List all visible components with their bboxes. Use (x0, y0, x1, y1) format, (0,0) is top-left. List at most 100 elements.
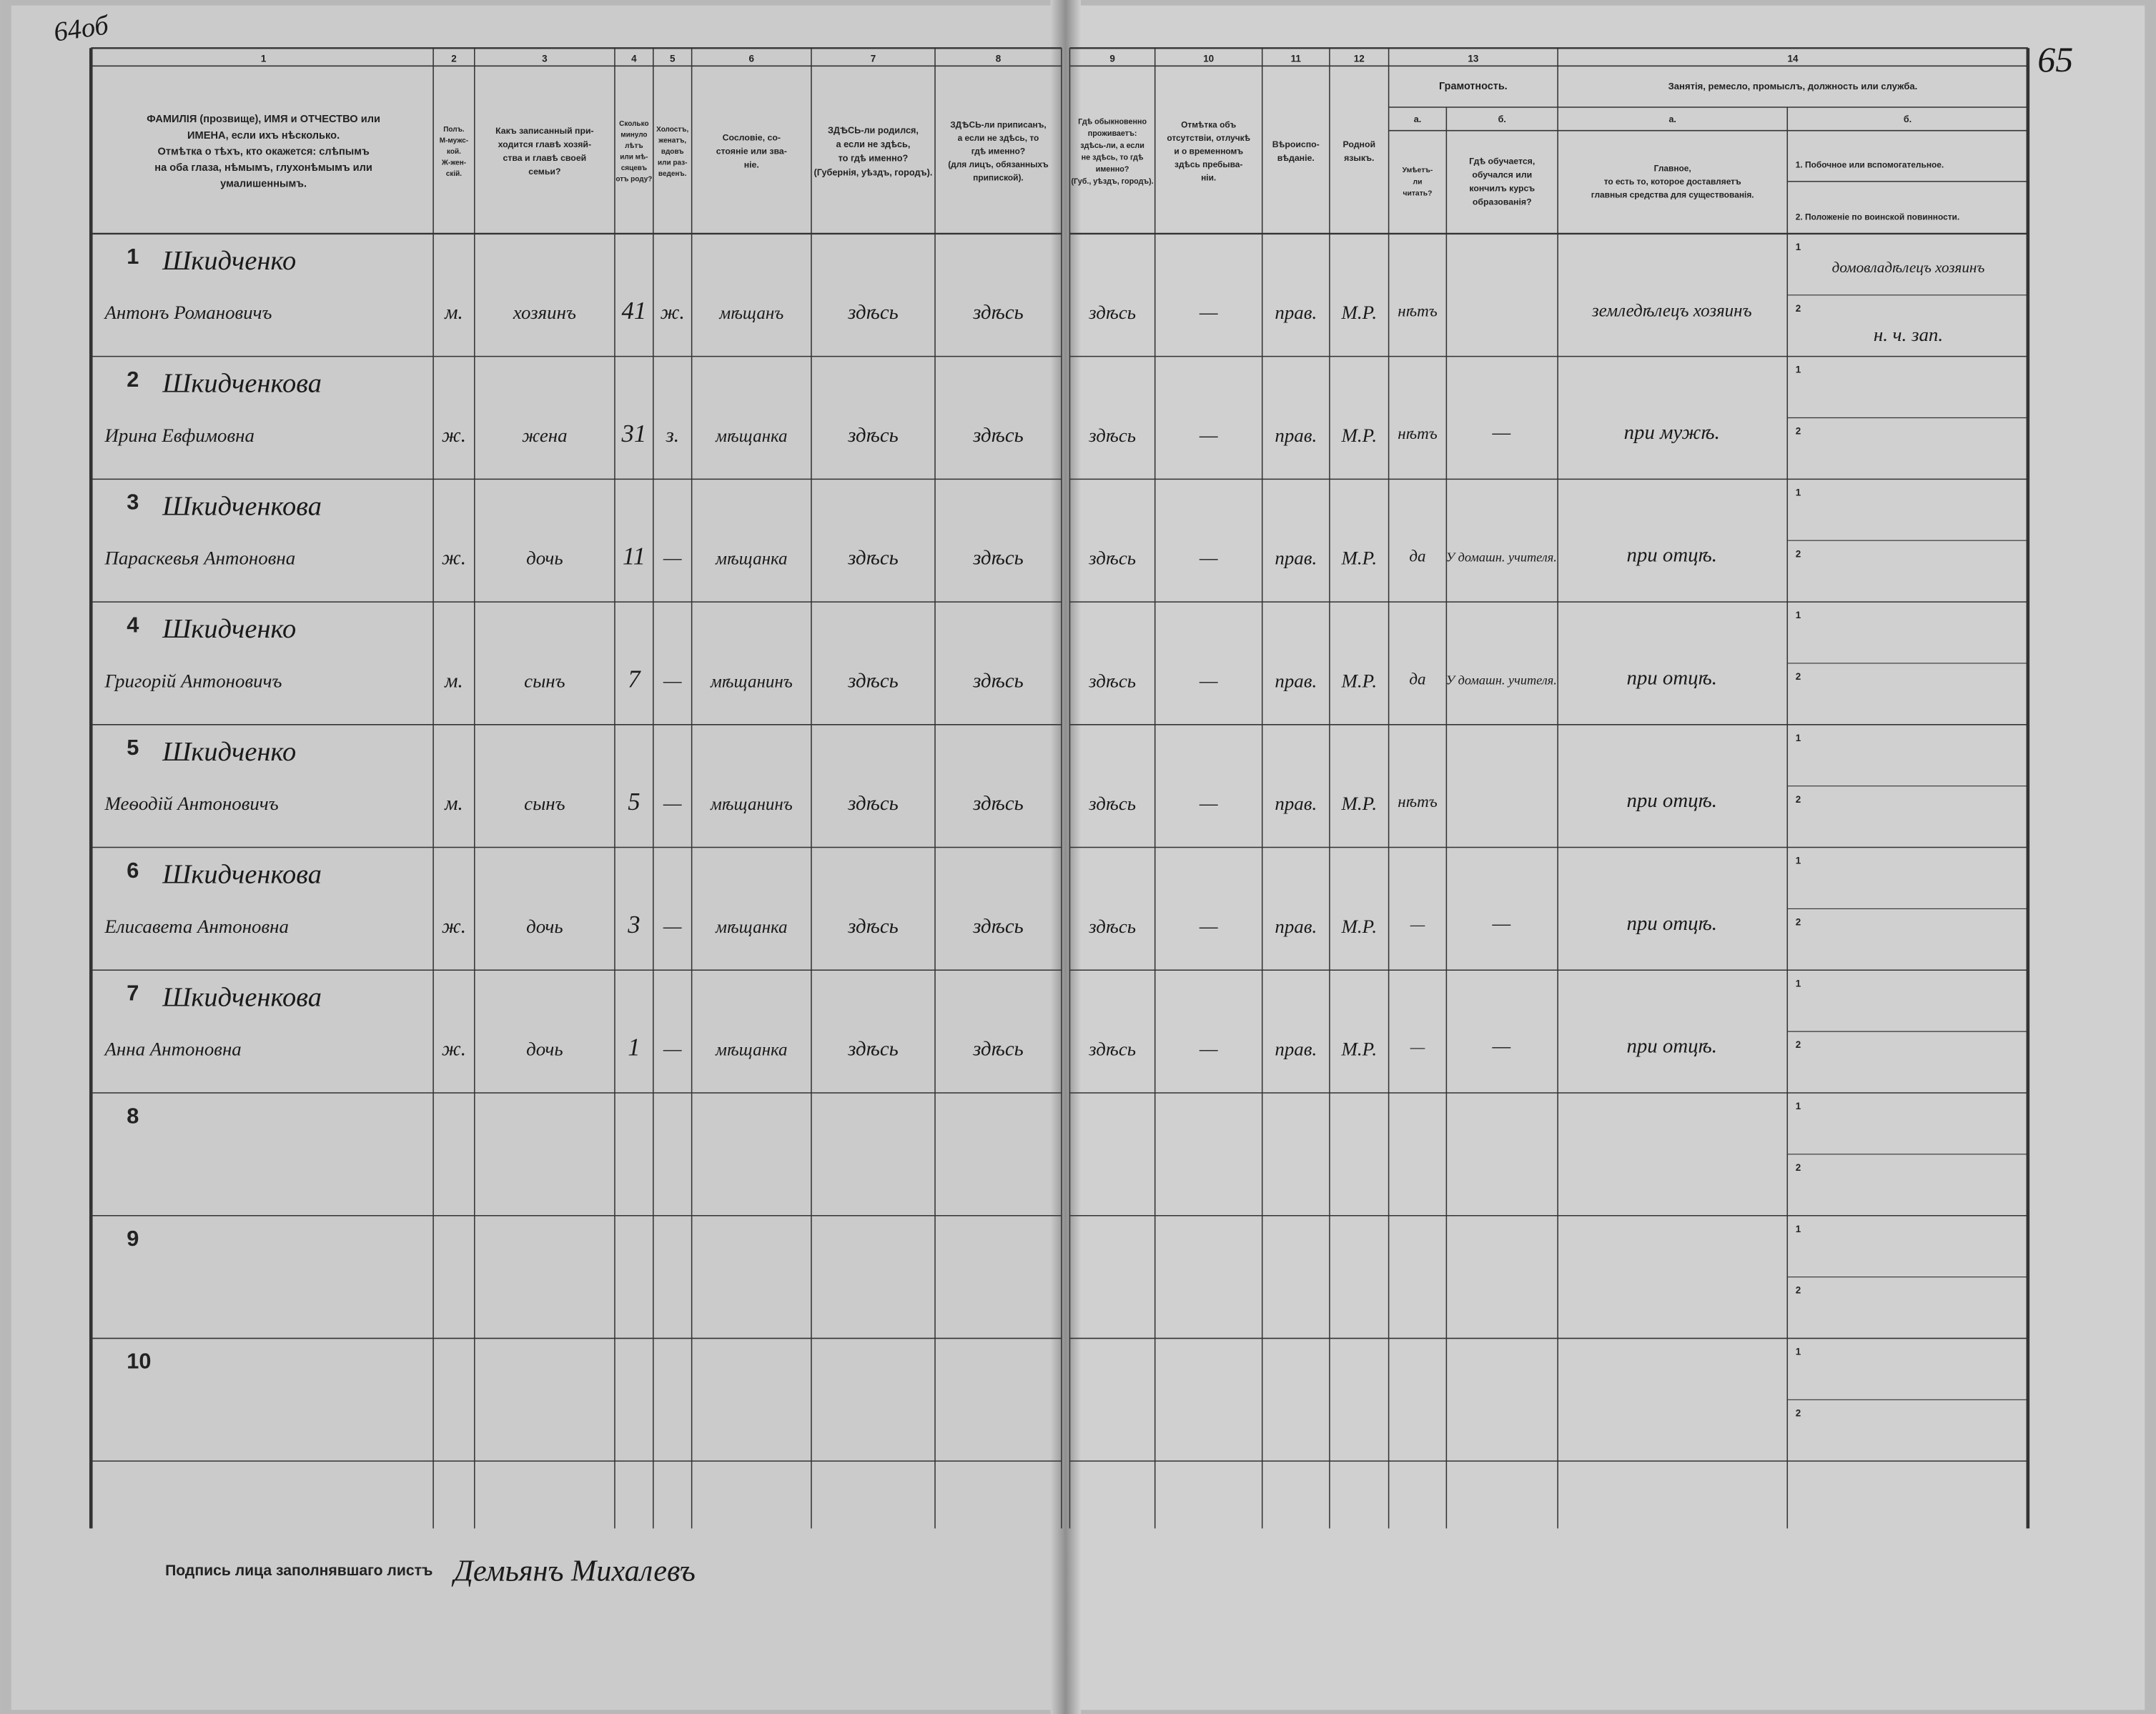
column-header: именно? (1096, 165, 1129, 174)
gutter (1050, 0, 1081, 1714)
right-page (1069, 5, 2145, 1710)
relation: сынъ (524, 793, 565, 814)
estate: мѣщанъ (718, 304, 783, 323)
row-number: 1 (127, 244, 139, 269)
row-mark: 1 (1796, 487, 1801, 497)
row-mark: 2 (1796, 916, 1801, 927)
religion: прав. (1275, 1038, 1317, 1059)
marital: — (663, 915, 682, 938)
column-header: ФАМИЛІЯ (прозвище), ИМЯ и ОТЧЕСТВО или (147, 114, 380, 125)
religion: прав. (1275, 670, 1317, 691)
age: 7 (628, 665, 641, 693)
column-header: кончилъ курсъ (1469, 183, 1535, 193)
page-number-right: 65 (2037, 39, 2073, 79)
sub-letter: а. (1414, 114, 1421, 124)
column-header: Отмѣтка объ (1181, 120, 1236, 130)
column-header: Сколько (619, 120, 648, 128)
birthplace: здѣсь (847, 1037, 899, 1060)
age: 11 (623, 543, 646, 570)
literate: нѣтъ (1398, 792, 1437, 811)
row-mark: 2 (1796, 303, 1801, 314)
surname: Шкидченко (162, 246, 296, 276)
surname: Шкидченко (162, 614, 296, 644)
relation: жена (522, 425, 567, 446)
column-header: то гдѣ именно? (839, 154, 909, 164)
relation: дочь (526, 1038, 563, 1059)
occupation: при отцѣ. (1626, 912, 1717, 935)
column-header: Холостъ, (656, 126, 688, 134)
column-header: проживаетъ: (1088, 129, 1137, 138)
signature: Демьянъ Михалевъ (451, 1554, 696, 1587)
column-number: 3 (542, 54, 547, 64)
column-header: ЗДѢСЬ-ли родился, (828, 125, 919, 135)
sex: м. (444, 669, 463, 692)
column-header: ніи. (1201, 172, 1216, 182)
given-name: Параскевья Антоновна (104, 548, 296, 569)
row-number: 3 (127, 490, 139, 515)
row-mark: 2 (1796, 794, 1801, 805)
surname: Шкидченкова (162, 860, 322, 890)
relation: сынъ (524, 670, 565, 691)
row-number: 5 (127, 735, 139, 760)
column-header: М-мужс- (440, 137, 468, 144)
column-title: Грамотность. (1439, 81, 1508, 92)
absence: — (1199, 669, 1218, 692)
column-header: лѣтъ (625, 142, 643, 150)
estate: мѣщанинъ (710, 795, 793, 814)
given-name: Григорій Антоновичъ (104, 670, 282, 691)
religion: прав. (1275, 916, 1317, 937)
column-header: и о временномъ (1174, 147, 1243, 157)
column-header: Гдѣ обыкновенно (1078, 117, 1147, 126)
column-header: Ж-жен- (441, 159, 466, 167)
column-header: веденъ. (658, 170, 687, 178)
column-header: ства и главѣ своей (503, 153, 587, 163)
given-name: Антонъ Романовичъ (104, 302, 272, 323)
column-header: языкъ. (1344, 153, 1374, 163)
column-header: скій. (446, 170, 462, 178)
occupation: при отцѣ. (1626, 789, 1717, 812)
column-header: ИМЕНА, если ихъ нѣсколько. (187, 130, 340, 142)
given-name: Ирина Евфимовна (104, 425, 254, 446)
literate: нѣтъ (1398, 424, 1437, 442)
column-header: припиской). (973, 172, 1024, 182)
surname: Шкидченко (162, 737, 296, 767)
residence: здѣсь (1088, 670, 1136, 691)
birthplace: здѣсь (847, 424, 899, 447)
occupation: при отцѣ. (1626, 666, 1717, 689)
absence: — (1199, 424, 1218, 447)
column-header: умалишеннымъ. (220, 179, 307, 190)
registered: здѣсь (972, 301, 1024, 324)
row-number: 8 (127, 1103, 139, 1128)
column-header: 2. Положеніе по воинской повинности. (1796, 212, 1959, 222)
occupation: земледѣлецъ хозяинъ (1591, 301, 1752, 320)
column-header: главныя средства для существованія. (1591, 189, 1754, 199)
marital: — (663, 1037, 682, 1060)
sub-letter: а. (1668, 114, 1676, 124)
column-header: Отмѣтка о тѣхъ, кто окажется: слѣпымъ (158, 146, 370, 157)
residence: здѣсь (1088, 425, 1136, 446)
column-header: Вѣроиспо- (1272, 139, 1320, 149)
language: М.Р. (1340, 1038, 1377, 1059)
row-mark: 1 (1796, 242, 1801, 252)
row-number: 9 (127, 1226, 139, 1251)
birthplace: здѣсь (847, 301, 899, 324)
column-header: Сословіе, со- (723, 133, 781, 143)
registered: здѣсь (972, 547, 1024, 570)
column-header: семьи? (528, 167, 560, 177)
education: У домашн. учителя. (1446, 550, 1557, 565)
religion: прав. (1275, 793, 1317, 814)
language: М.Р. (1340, 548, 1377, 569)
literate: нѣтъ (1398, 301, 1437, 319)
literate: да (1409, 547, 1425, 565)
row-mark: 2 (1796, 426, 1801, 437)
marital: ж. (661, 301, 685, 324)
registered: здѣсь (972, 669, 1024, 692)
given-name: Меѳодій Антоновичъ (104, 793, 279, 814)
row-number: 7 (127, 981, 139, 1006)
row-mark: 2 (1796, 1039, 1801, 1050)
estate: мѣщанка (715, 1040, 788, 1059)
birthplace: здѣсь (847, 547, 899, 570)
column-header: читать? (1403, 189, 1432, 197)
literate: да (1409, 669, 1425, 688)
